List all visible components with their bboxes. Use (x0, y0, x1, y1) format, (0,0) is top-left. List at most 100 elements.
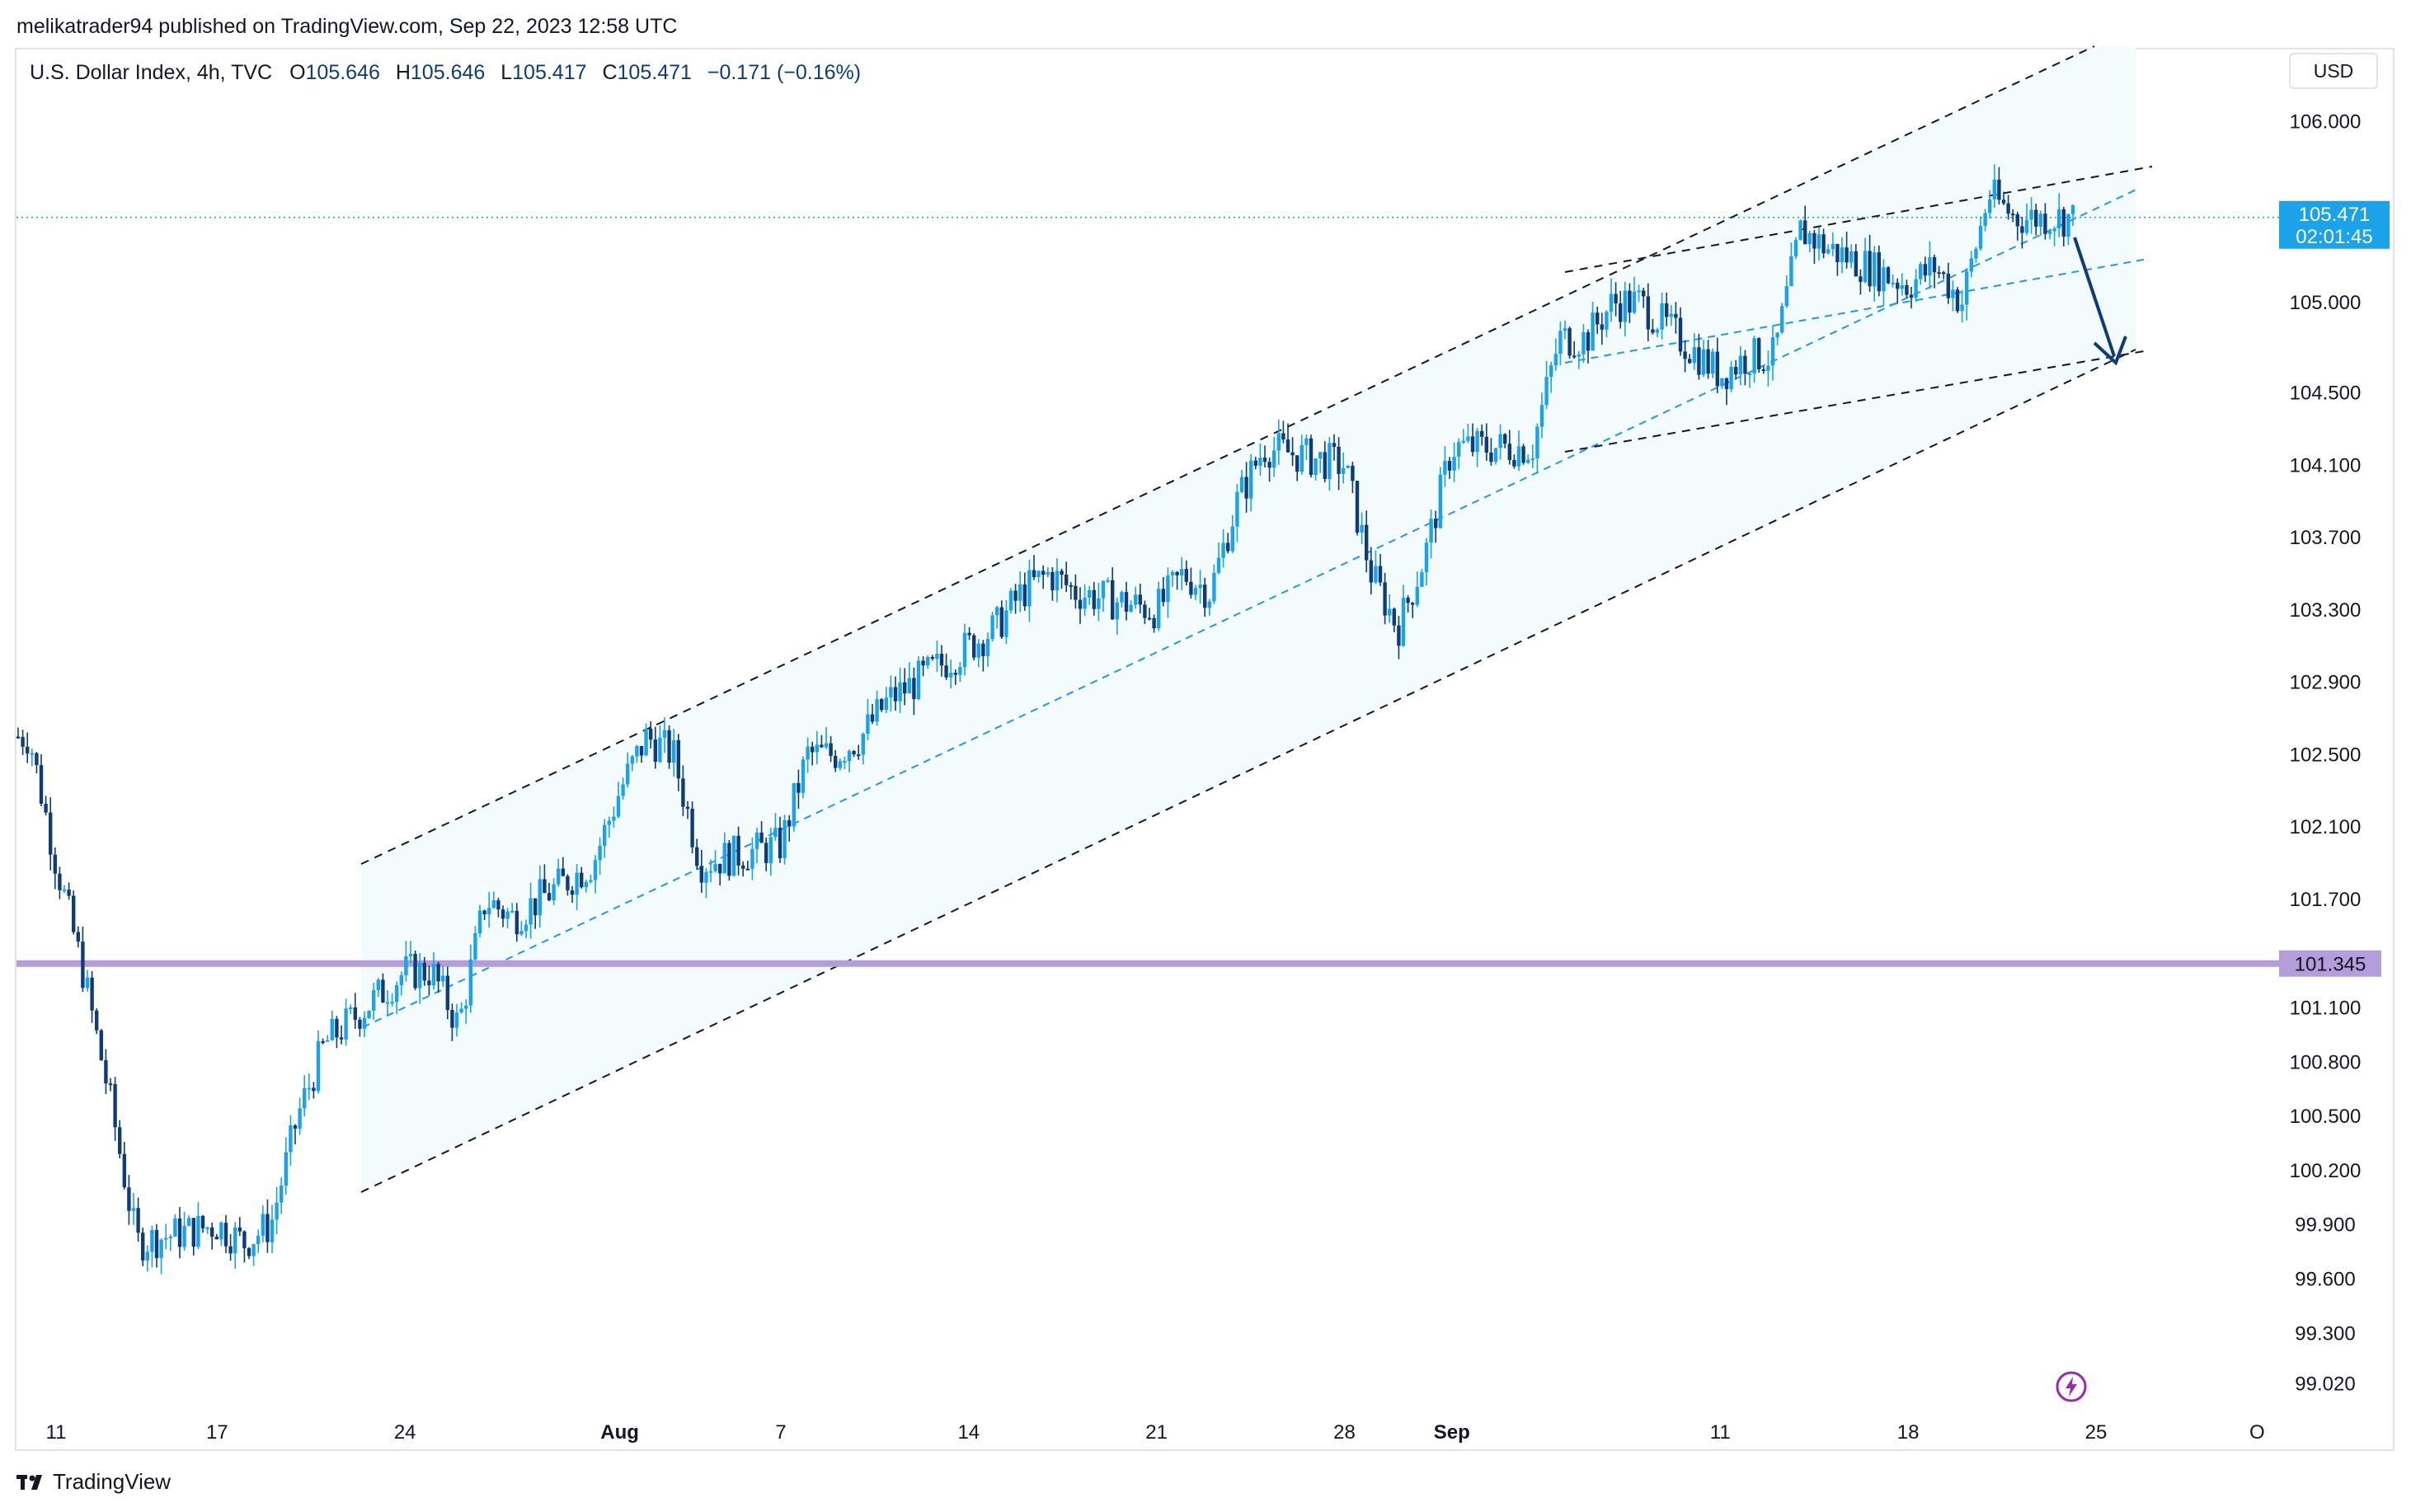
candle-body (662, 730, 667, 738)
candle-body (376, 979, 380, 991)
candle-body (754, 832, 759, 849)
candle-body (154, 1229, 159, 1258)
candle-body (1978, 225, 1983, 249)
candle-body (164, 1237, 168, 1240)
candle-body (811, 746, 815, 753)
candle-body (1863, 251, 1868, 282)
candle-body (1332, 443, 1337, 447)
candle-body (1724, 378, 1729, 389)
candle-body (1720, 378, 1724, 387)
candle-body (1221, 542, 1225, 558)
candle-body (672, 740, 676, 763)
candle-body (2061, 209, 2066, 237)
candle-body (861, 733, 865, 755)
low-value: 105.417 (512, 61, 587, 84)
candle-body (1563, 328, 1567, 331)
candle-body (284, 1152, 288, 1186)
candle-body (1761, 369, 1765, 372)
candle-body (1600, 324, 1604, 330)
candle-body (26, 746, 30, 754)
candle-body (477, 910, 482, 933)
candle-body (464, 1005, 468, 1009)
date-tick-label: 24 (394, 1421, 416, 1444)
candle-body (676, 740, 680, 779)
candle-body (1530, 458, 1534, 461)
candle-body (797, 782, 801, 793)
lightning-icon[interactable] (2055, 1370, 2088, 1403)
candle-body (759, 832, 764, 843)
candle-body (621, 784, 625, 796)
candle-body (1212, 572, 1216, 602)
candle-body (870, 714, 875, 722)
candle-body (1596, 312, 1600, 325)
price-tick-label: 99.900 (2295, 1214, 2355, 1237)
candle-body (1558, 331, 1563, 355)
candle-body (1586, 332, 1591, 351)
price-tick-label: 105.000 (2290, 292, 2362, 314)
candle-body (335, 1018, 339, 1038)
candle-body (976, 643, 980, 658)
candle-body (353, 1007, 357, 1020)
candle-body (256, 1235, 261, 1245)
candle-body (261, 1214, 265, 1236)
candle-body (1493, 448, 1498, 463)
symbol-name[interactable]: U.S. Dollar Index, 4h, TVC (30, 61, 273, 84)
candle-body (1678, 317, 1683, 352)
candle-body (2006, 203, 2010, 214)
candle-body (1688, 359, 1692, 364)
candle-body (1415, 586, 1419, 605)
candle-body (1553, 354, 1558, 366)
candle-body (1184, 569, 1188, 582)
candle-body (1369, 560, 1373, 583)
candle-body (806, 746, 810, 760)
candle-body (1914, 279, 1918, 298)
candle-body (491, 900, 496, 909)
candle-body (1747, 373, 1752, 375)
candle-body (935, 654, 939, 659)
candle-body (44, 803, 48, 813)
candle-body (1807, 232, 1812, 245)
candle-body (1088, 589, 1092, 599)
candle-body (104, 1059, 108, 1084)
candle-body (1854, 251, 1858, 277)
candle-body (113, 1083, 117, 1128)
candle-body (177, 1218, 182, 1247)
candle-body (1637, 290, 1641, 293)
candle-body (1253, 460, 1257, 466)
candle-body (543, 879, 547, 894)
candle-body (280, 1186, 284, 1203)
candle-body (718, 863, 722, 874)
currency-button[interactable]: USD (2289, 53, 2378, 89)
candle-body (1512, 459, 1516, 467)
candle-body (1821, 234, 1826, 254)
candle-body (1729, 366, 1733, 389)
candle-body (820, 744, 824, 748)
candle-body (316, 1040, 321, 1092)
candle-body (330, 1018, 334, 1040)
candle-body (644, 728, 648, 756)
candle-body (533, 898, 538, 916)
candle-body (1198, 585, 1202, 589)
candle-body (603, 824, 607, 846)
tradingview-brand[interactable]: TradingView (16, 1469, 171, 1495)
candle-body (787, 819, 792, 827)
candle-body (884, 697, 888, 711)
candle-body (1383, 582, 1387, 616)
candle-body (773, 827, 778, 838)
candle-body (722, 843, 726, 874)
candle-body (1798, 220, 1802, 241)
candle-body (219, 1223, 223, 1240)
candle-body (1923, 264, 1927, 276)
candle-body (1032, 570, 1036, 577)
candle-body (99, 1030, 103, 1060)
candle-body (487, 908, 491, 915)
bar-countdown-label: 02:01:45 (2296, 226, 2372, 248)
candle-body (413, 954, 417, 988)
candle-body (362, 1017, 367, 1029)
candle-body (736, 835, 740, 866)
candle-body (441, 975, 445, 982)
candle-body (1452, 456, 1456, 471)
candle-body (2043, 214, 2047, 234)
candle-body (1134, 594, 1138, 605)
